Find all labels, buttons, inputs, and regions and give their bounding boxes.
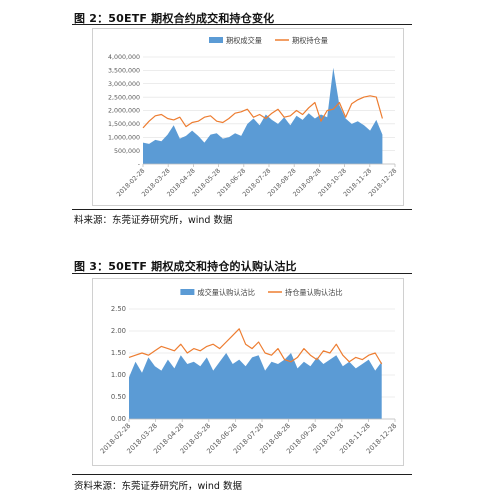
chart-1-y-tick-label: 2,000,000 xyxy=(108,108,140,115)
figure-2-top-rule xyxy=(72,24,412,25)
chart-2-y-tick-label: 0.50 xyxy=(111,393,126,401)
chart-1-series-2-line xyxy=(142,95,383,129)
figure-2-bottom-rule xyxy=(72,209,412,210)
chart-2-legend-label-1: 成交量认购认沽比 xyxy=(197,288,255,297)
chart-2-legend-label-2: 持仓量认购认沽比 xyxy=(285,288,343,297)
chart-1-y-tick-label: 4,000,000 xyxy=(108,54,140,61)
figure-3-top-rule xyxy=(72,273,412,274)
chart-1-y-tick-label: 3,500,000 xyxy=(108,68,140,75)
chart-1-y-tick-label: 2,500,000 xyxy=(108,94,140,101)
chart-1-y-tick-label: 500,000 xyxy=(114,148,140,155)
chart-1-y-tick-label: 1,000,000 xyxy=(108,134,140,141)
chart-1-y-tick-label: 1,500,000 xyxy=(108,121,140,128)
chart-2-svg: 0.000.501.001.502.002.502018-02-282018-0… xyxy=(99,288,399,455)
chart-2-y-tick-label: 2.00 xyxy=(111,327,126,335)
chart-2-series-1-area xyxy=(129,353,382,419)
chart-2-y-tick-label: 0.00 xyxy=(111,415,126,423)
chart-1-series-1-area xyxy=(143,67,383,164)
figure-2-source: 料来源：东莞证券研究所，wind 数据 xyxy=(74,215,233,226)
chart-1-legend-label-1: 期权成交量 xyxy=(226,36,262,45)
figure-3-title: 图 3：50ETF 期权成交和持仓的认购认沽比 xyxy=(74,260,297,273)
figure-3-source: 资料来源：东莞证券研究所，wind 数据 xyxy=(74,481,242,492)
chart-2-y-tick-label: 2.50 xyxy=(111,305,126,313)
chart-1-legend-label-2: 期权持仓量 xyxy=(292,36,328,45)
figure-3-bottom-rule xyxy=(72,474,412,475)
chart-2-panel: 0.00 0.50 1.00 1.50 2.00 2.50 2018-02-28 2018-0… xyxy=(92,278,404,466)
chart-1-panel: - 500,000 1,000,000 1,500,000 2,000,000 2,500… xyxy=(92,28,404,206)
chart-2-legend-swatch-1 xyxy=(180,289,195,295)
chart-2-y-tick-label: 1.00 xyxy=(111,371,126,379)
chart-1-legend-swatch-1 xyxy=(209,37,223,43)
figure-2-title: 图 2：50ETF 期权合约成交和持仓变化 xyxy=(74,12,275,25)
chart-1-y-tick-label: 3,000,000 xyxy=(108,81,140,88)
chart-2-series-2-line xyxy=(128,328,383,365)
chart-1-svg: - 500,000 1,000,000 1,500,000 2,000,000 2,500… xyxy=(108,36,398,198)
chart-2-y-tick-label: 1.50 xyxy=(111,349,126,357)
chart-1-y-tick-label: - xyxy=(138,161,140,168)
